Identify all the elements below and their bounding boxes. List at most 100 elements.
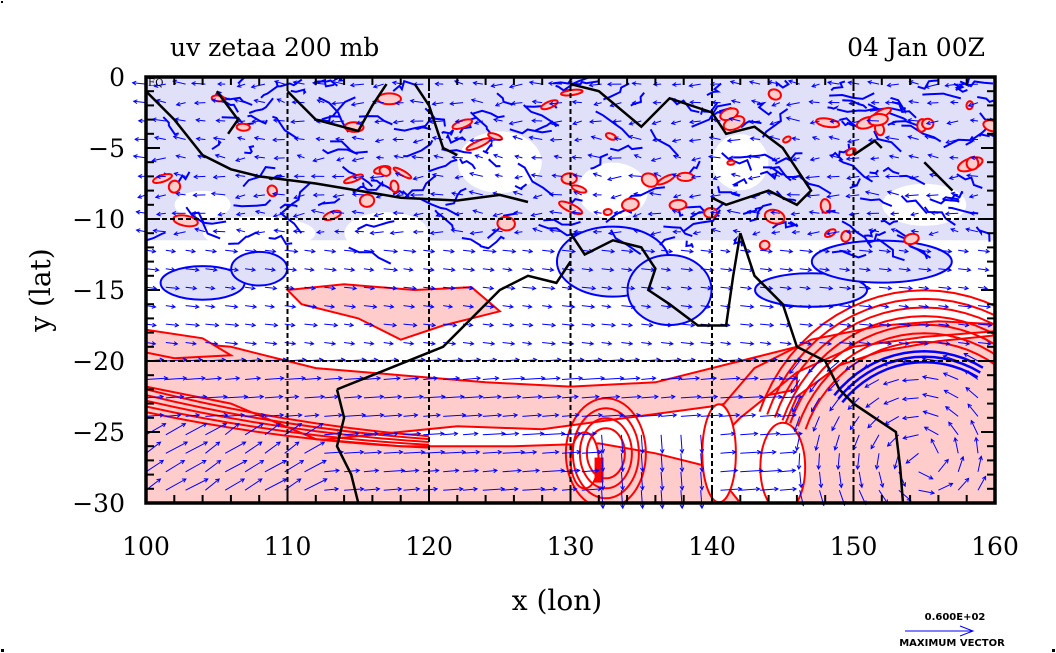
wind-vector: [601, 249, 615, 253]
wind-vector-arrowhead: [846, 138, 852, 144]
wind-vector: [403, 305, 415, 308]
wind-vector-arrowhead: [431, 135, 437, 141]
wind-vector-arrowhead: [272, 341, 278, 346]
wind-vector-arrowhead: [508, 120, 514, 126]
wind-vector-arrowhead: [318, 357, 324, 363]
wind-vector-arrowhead: [690, 211, 696, 216]
negative-contour: [279, 211, 303, 234]
wind-vector-arrowhead: [309, 267, 315, 272]
negative-contour: [322, 148, 359, 156]
wind-vector: [451, 192, 464, 196]
wind-vector-arrowhead: [235, 228, 241, 233]
wind-vector-arrowhead: [137, 173, 143, 179]
wind-vector: [176, 102, 186, 106]
wind-vector-arrowhead: [904, 304, 910, 309]
wind-vector-arrowhead: [201, 460, 207, 465]
wind-vector: [245, 323, 256, 326]
wind-vector: [720, 268, 733, 271]
wind-vector-arrowhead: [924, 84, 930, 89]
negative-contour: [876, 238, 905, 262]
wind-vector: [145, 377, 168, 380]
wind-vector-arrowhead: [397, 486, 403, 492]
wind-vector-arrowhead: [946, 120, 952, 126]
wind-vector: [532, 101, 543, 104]
wind-vector-arrowhead: [355, 120, 361, 125]
wind-vector: [390, 231, 404, 234]
wind-vector-arrowhead: [431, 101, 437, 106]
wind-vector: [462, 469, 479, 473]
wind-vector: [828, 379, 840, 392]
wind-vector: [413, 212, 424, 216]
wind-vector-arrowhead: [409, 341, 415, 346]
wind-vector-arrowhead: [474, 468, 480, 474]
wind-vector-arrowhead: [588, 267, 594, 272]
wind-vector: [640, 434, 644, 453]
wind-vector: [977, 268, 989, 271]
wind-vector: [720, 396, 743, 399]
wind-vector: [807, 194, 820, 197]
wind-vector-arrowhead: [908, 99, 914, 105]
wind-vector-arrowhead: [234, 267, 240, 273]
wind-vector-arrowhead: [320, 441, 326, 446]
wind-vector-arrowhead: [213, 341, 219, 346]
wind-vector-arrowhead: [572, 173, 578, 178]
wind-vector-arrowhead: [808, 322, 814, 328]
wind-vector-arrowhead: [554, 449, 560, 455]
wind-vector-arrowhead: [649, 285, 654, 291]
wind-vector: [950, 228, 959, 233]
wind-vector: [324, 488, 339, 491]
wind-vector: [185, 249, 196, 253]
wind-vector: [176, 193, 186, 196]
neutral-patch: [577, 162, 648, 219]
wind-vector-arrowhead: [193, 100, 199, 106]
wind-vector: [304, 286, 316, 289]
wind-vector: [133, 155, 147, 159]
wind-vector: [810, 120, 820, 124]
negative-contour: [731, 177, 748, 187]
wind-vector-arrowhead: [450, 267, 456, 272]
wind-vector: [324, 268, 336, 271]
wind-vector-arrowhead: [699, 504, 705, 510]
wind-vector-arrowhead: [231, 285, 237, 291]
wind-vector-arrowhead: [217, 211, 223, 217]
wind-vector: [680, 286, 692, 289]
negative-contour: [428, 158, 458, 173]
wind-vector: [792, 157, 800, 161]
wind-vector-arrowhead: [785, 102, 791, 107]
wind-vector-arrowhead: [473, 120, 479, 125]
wind-vector-arrowhead: [132, 99, 138, 105]
wind-vector-arrowhead: [848, 211, 854, 217]
wind-vector-arrowhead: [659, 485, 665, 491]
wind-vector: [867, 120, 880, 122]
grid-lines: [146, 77, 995, 503]
wind-vector-arrowhead: [234, 322, 240, 328]
wind-vector: [760, 377, 783, 380]
wind-vector: [502, 305, 514, 308]
wind-vector-arrowhead: [252, 193, 258, 199]
wind-vector: [197, 155, 206, 159]
wind-vector: [680, 414, 701, 417]
wind-vector-arrowhead: [811, 136, 817, 141]
wind-vector-arrowhead: [615, 394, 621, 400]
wind-vector-arrowhead: [507, 267, 513, 272]
wind-vector-arrowhead: [846, 285, 852, 291]
wind-vector: [264, 305, 275, 308]
wind-vector-arrowhead: [944, 83, 950, 88]
wind-vector: [968, 102, 979, 107]
wind-vector-arrowhead: [537, 394, 543, 400]
wind-vector: [633, 212, 642, 218]
wind-vector-arrowhead: [796, 465, 802, 471]
coastlines: [146, 82, 954, 503]
wind-vector: [620, 453, 624, 472]
wind-vector-arrowhead: [181, 423, 187, 428]
wind-vector-arrowhead: [597, 357, 603, 363]
wind-vector-arrowhead: [478, 394, 484, 400]
wind-vector: [145, 414, 164, 417]
wind-vector-arrowhead: [825, 248, 831, 254]
wind-vector: [661, 249, 673, 253]
wind-vector: [531, 212, 543, 216]
wind-vector-arrowhead: [968, 193, 974, 199]
wind-vector: [225, 342, 238, 345]
negative-contour-patch: [230, 250, 289, 287]
wind-vector: [213, 175, 226, 178]
